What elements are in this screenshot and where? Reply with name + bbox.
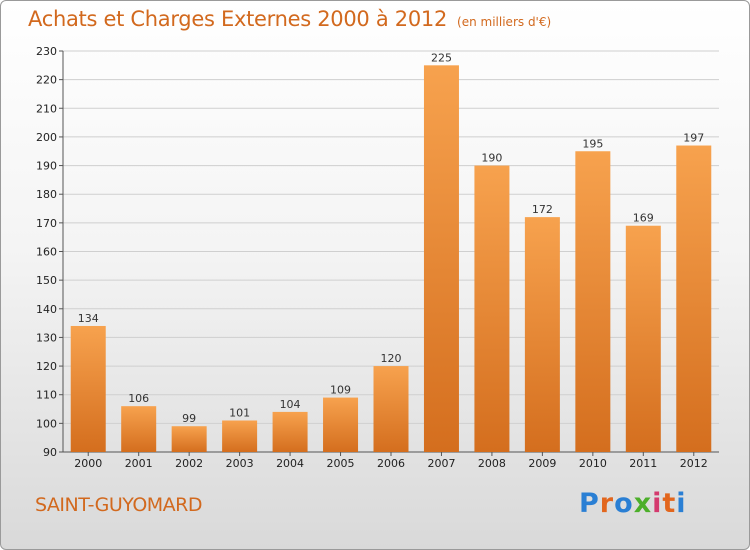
x-axis: 2000 2001 2002 2003 2004 2005 2006 2007 2008 2009… (74, 452, 708, 470)
logo-letter: i (652, 488, 663, 519)
y-tick-label: 230 (36, 45, 57, 58)
logo-letter: o (614, 488, 634, 519)
logo-letter: i (676, 488, 687, 519)
value-label-2011: 169 (633, 212, 654, 225)
bar-2007 (423, 65, 459, 453)
y-tick-label: 180 (36, 188, 57, 201)
bar-2003 (222, 420, 258, 452)
y-tick-label: 140 (36, 303, 57, 316)
bar-2012 (676, 145, 712, 452)
bar-2006 (373, 366, 409, 452)
bar-2010 (575, 151, 611, 452)
value-label-2009: 172 (532, 203, 553, 216)
x-tick-label-2004: 2004 (276, 457, 304, 470)
logo-letter: r (599, 488, 615, 519)
bars (70, 65, 712, 453)
bar-2002 (171, 426, 207, 452)
unit-note: (en milliers d'€) (457, 15, 552, 29)
y-tick-label: 130 (36, 331, 57, 344)
bar-2001 (121, 406, 157, 452)
y-tick-label: 170 (36, 217, 57, 230)
chart-title: Achats et Charges Externes 2000 à 2012 (28, 7, 448, 31)
x-tick-label-2011: 2011 (629, 457, 657, 470)
x-tick-label-2002: 2002 (175, 457, 203, 470)
value-label-2002: 99 (182, 412, 196, 425)
logo-letter: P (579, 488, 600, 519)
value-labels: 134 106 99 101 104 109 120 225 190 172 195 169 197 (78, 51, 705, 425)
logo-letter: t (662, 488, 677, 519)
bar-2005 (323, 397, 359, 452)
x-tick-label-2005: 2005 (327, 457, 355, 470)
y-tick-label: 100 (36, 417, 57, 430)
value-label-2010: 195 (582, 137, 603, 150)
x-tick-label-2009: 2009 (528, 457, 556, 470)
y-tick-label: 190 (36, 160, 57, 173)
bar-2008 (474, 165, 510, 453)
value-label-2012: 197 (683, 132, 704, 145)
y-tick-label: 120 (36, 360, 57, 373)
y-tick-label: 200 (36, 131, 57, 144)
place-name: SAINT-GUYOMARD (35, 494, 203, 516)
chart-title-block: Achats et Charges Externes 2000 à 2012 (e… (28, 7, 551, 31)
value-label-2003: 101 (229, 406, 250, 419)
x-tick-label-2012: 2012 (680, 457, 708, 470)
x-tick-label-2008: 2008 (478, 457, 506, 470)
logo-letter: x (633, 488, 653, 519)
value-label-2001: 106 (128, 392, 149, 405)
value-label-2007: 225 (431, 51, 452, 64)
bar-2011 (625, 225, 661, 452)
y-tick-label: 160 (36, 246, 57, 259)
x-tick-label-2001: 2001 (125, 457, 153, 470)
y-tick-label: 210 (36, 102, 57, 115)
x-tick-label-2010: 2010 (579, 457, 607, 470)
value-label-2000: 134 (78, 312, 99, 325)
value-label-2008: 190 (481, 152, 502, 165)
value-label-2004: 104 (280, 398, 301, 411)
y-tick-label: 220 (36, 74, 57, 87)
y-tick-label: 90 (43, 446, 57, 459)
bar-2004 (272, 411, 308, 452)
x-tick-label-2007: 2007 (427, 457, 455, 470)
value-label-2005: 109 (330, 384, 351, 397)
bar-2000 (70, 325, 106, 452)
y-tick-label: 150 (36, 274, 57, 287)
y-tick-label: 110 (36, 389, 57, 402)
x-tick-label-2000: 2000 (74, 457, 102, 470)
x-tick-label-2003: 2003 (226, 457, 254, 470)
bar-2009 (524, 217, 560, 452)
x-tick-label-2006: 2006 (377, 457, 405, 470)
value-label-2006: 120 (381, 352, 402, 365)
proxiti-logo: Proxiti (579, 488, 687, 519)
